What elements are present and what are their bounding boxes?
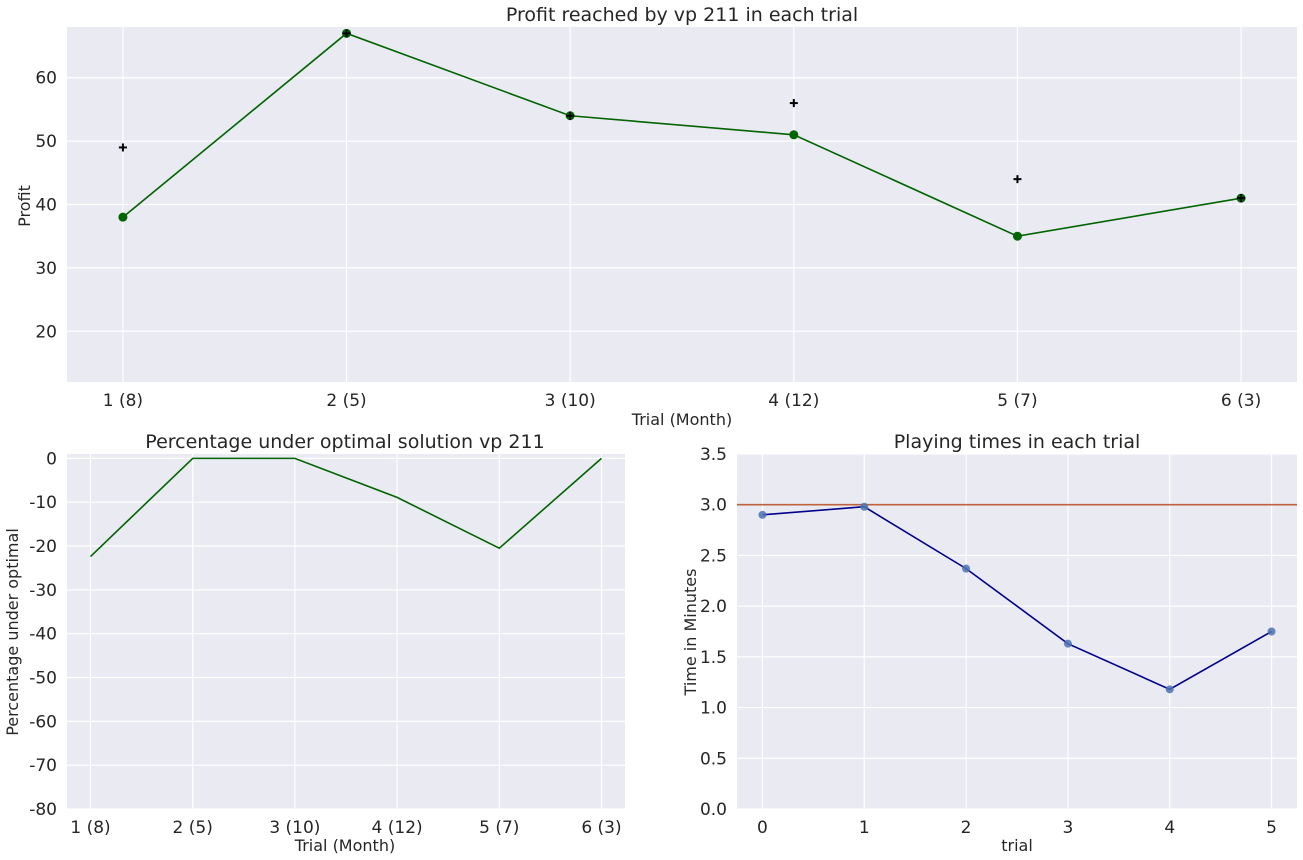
y-tick-label: 3.0 — [700, 496, 727, 516]
percentage-chart-title: Percentage under optimal solution vp 211 — [145, 431, 544, 453]
x-tick-label: 5 (7) — [479, 818, 519, 838]
y-tick-label: -80 — [29, 800, 57, 820]
y-tick-label: 0.5 — [700, 749, 727, 769]
time-chart-title: Playing times in each trial — [894, 431, 1141, 453]
time-ticks: 0 1 2 3 4 5 0.0 0.5 1.0 1.5 2.0 2.5 3.0 3.5 — [700, 445, 1277, 838]
y-tick-label: 2.5 — [700, 546, 727, 566]
x-tick-label: 0 — [757, 818, 768, 838]
data-point — [1165, 685, 1174, 694]
x-tick-label: 1 — [859, 818, 870, 838]
profit-series — [118, 28, 1246, 241]
x-tick-label: 2 (5) — [173, 818, 213, 838]
data-point — [789, 130, 799, 140]
y-tick-label: 3.5 — [700, 445, 727, 465]
percentage-ticks: 1 (8) 2 (5) 3 (10) 4 (12) 5 (7) 6 (3) 0 -10 -20 -… — [29, 449, 621, 838]
y-tick-label: 1.5 — [700, 648, 727, 668]
y-tick-label: 50 — [35, 132, 57, 152]
y-tick-label: 0.0 — [700, 800, 727, 820]
percentage-y-axis-label: Percentage under optimal — [3, 528, 22, 736]
y-tick-label: -30 — [29, 581, 57, 601]
y-tick-label: -70 — [29, 756, 57, 776]
profit-chart-title: Profit reached by vp 211 in each trial — [506, 4, 858, 26]
y-tick-label: 60 — [35, 69, 57, 89]
x-tick-label: 3 — [1062, 818, 1073, 838]
y-tick-label: -10 — [29, 493, 57, 513]
y-tick-label: -50 — [29, 669, 57, 689]
data-point — [758, 510, 767, 519]
plus-marker — [118, 143, 127, 152]
x-tick-label: 6 (3) — [1221, 391, 1261, 411]
percentage-series — [89, 457, 603, 558]
percentage-plot-area — [67, 454, 625, 809]
x-tick-label: 1 (8) — [103, 391, 143, 411]
data-point — [1267, 627, 1276, 636]
plus-marker — [566, 111, 575, 120]
profit-y-axis-label: Profit — [15, 185, 34, 227]
x-tick-label: 3 (10) — [545, 391, 596, 411]
profit-x-axis-label: Trial (Month) — [631, 410, 732, 429]
y-tick-label: 30 — [35, 259, 57, 279]
percentage-grid — [67, 454, 625, 810]
x-tick-label: 3 (10) — [269, 818, 320, 838]
plus-marker — [1013, 175, 1022, 184]
time-x-axis-label: trial — [1001, 836, 1033, 855]
y-tick-label: -40 — [29, 625, 57, 645]
data-point — [1063, 639, 1072, 648]
data-point — [1012, 231, 1022, 241]
percentage-x-axis-label: Trial (Month) — [294, 836, 395, 855]
data-point — [962, 564, 971, 573]
percentage-chart: 1 (8) 2 (5) 3 (10) 4 (12) 5 (7) 6 (3) 0 -10 -20 -… — [3, 431, 625, 855]
x-tick-label: 1 (8) — [70, 818, 110, 838]
data-point — [118, 212, 128, 222]
x-tick-label: 4 (12) — [372, 818, 423, 838]
series-line — [762, 505, 1272, 691]
profit-grid — [67, 27, 1297, 382]
x-tick-label: 4 — [1164, 818, 1175, 838]
plus-marker — [789, 99, 798, 108]
y-tick-label: 2.0 — [700, 597, 727, 617]
x-tick-label: 5 — [1266, 818, 1277, 838]
time-plot-area — [737, 454, 1297, 809]
plus-marker — [1237, 194, 1246, 203]
x-tick-label: 2 — [961, 818, 972, 838]
plus-marker — [342, 29, 351, 38]
x-tick-label: 5 (7) — [997, 391, 1037, 411]
y-tick-label: -60 — [29, 712, 57, 732]
time-chart: 0 1 2 3 4 5 0.0 0.5 1.0 1.5 2.0 2.5 3.0 3.5 Playing t… — [681, 431, 1297, 855]
profit-ticks: 1 (8) 2 (5) 3 (10) 4 (12) 5 (7) 6 (3) 20 30 40 50… — [35, 69, 1261, 411]
time-y-axis-label: Time in Minutes — [681, 569, 700, 697]
time-series — [737, 502, 1297, 694]
x-tick-label: 4 (12) — [768, 391, 819, 411]
y-tick-label: 1.0 — [700, 699, 727, 719]
data-point — [860, 502, 869, 511]
x-tick-label: 6 (3) — [581, 818, 621, 838]
profit-chart: 1 (8) 2 (5) 3 (10) 4 (12) 5 (7) 6 (3) 20 30 40 50… — [15, 4, 1297, 429]
series-line — [122, 32, 1242, 238]
y-tick-label: 40 — [35, 196, 57, 216]
y-tick-label: -20 — [29, 537, 57, 557]
y-tick-label: 20 — [35, 322, 57, 342]
x-tick-label: 2 (5) — [326, 391, 366, 411]
series-line — [89, 457, 603, 558]
y-tick-label: 0 — [46, 449, 57, 469]
